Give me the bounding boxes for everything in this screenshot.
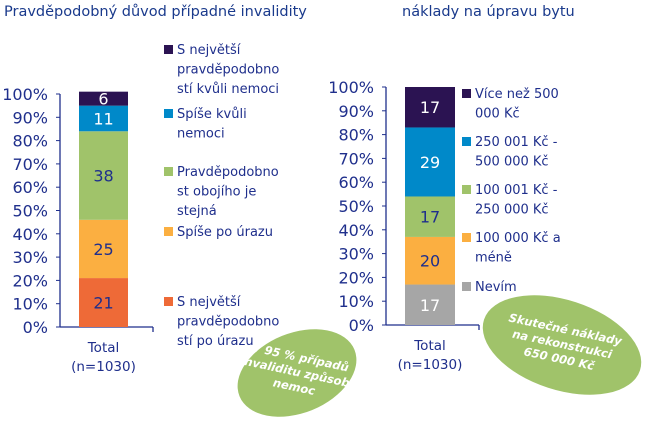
annotation-ellipse [237, 329, 357, 417]
legend-label: pravděpodobno [177, 63, 279, 78]
y-tick-label: 100% [2, 85, 48, 104]
legend-swatch [164, 227, 173, 236]
legend-label: Více než 500 [475, 87, 559, 102]
y-tick-label: 0% [349, 316, 374, 335]
legend-label: 000 Kč [475, 107, 520, 122]
chart-title-left: Pravděpodobný důvod případné invalidity [4, 4, 307, 20]
x-tick-label: (n=1030) [71, 359, 136, 375]
legend-label: S největší [177, 43, 241, 58]
y-tick-label: 80% [338, 126, 374, 145]
legend-label: st obojího je [177, 185, 256, 200]
legend-label: Spíše po úrazu [177, 225, 273, 240]
bar-segment [405, 87, 455, 128]
y-tick-label: 60% [12, 178, 48, 197]
y-tick-label: 40% [12, 225, 48, 244]
y-tick-label: 30% [12, 248, 48, 267]
bar-segment [79, 91, 128, 106]
x-tick-label: Total [413, 338, 446, 354]
bar-segment [79, 278, 128, 327]
legend-swatch [462, 282, 471, 291]
legend-label: 100 001 Kč - [475, 183, 558, 198]
x-tick-label: Total [87, 340, 120, 356]
legend-label: stí kvůli nemoci [177, 82, 279, 97]
legend-swatch [164, 167, 173, 176]
bar-segment [79, 219, 128, 279]
legend-swatch [164, 109, 173, 118]
x-tick-label: (n=1030) [398, 357, 463, 373]
legend-label: 100 000 Kč a [475, 231, 561, 246]
legend-swatch [462, 89, 471, 98]
data-label: 17 [420, 296, 440, 315]
data-label: 6 [98, 90, 108, 109]
y-tick-label: 20% [12, 271, 48, 290]
data-label: 17 [420, 208, 440, 227]
y-tick-label: 50% [338, 197, 374, 216]
legend-label: Spíše kvůli [177, 107, 247, 122]
y-tick-label: 90% [12, 108, 48, 127]
data-label: 21 [93, 294, 113, 313]
legend-label: nemoci [177, 127, 225, 142]
legend-swatch [462, 137, 471, 146]
legend-label: méně [475, 251, 512, 266]
legend-label: S největší [177, 295, 241, 310]
y-tick-label: 70% [338, 149, 374, 168]
y-tick-label: 50% [12, 202, 48, 221]
y-tick-label: 0% [23, 318, 48, 337]
legend-label: 250 000 Kč [475, 203, 549, 218]
chart-title-right: náklady na úpravu bytu [402, 4, 575, 20]
legend-label: pravděpodobno [177, 315, 279, 330]
y-tick-label: 80% [12, 132, 48, 151]
data-label: 29 [420, 153, 440, 172]
data-label: 38 [93, 167, 113, 186]
bar-segment [79, 131, 128, 220]
y-tick-label: 10% [338, 292, 374, 311]
legend-swatch [462, 185, 471, 194]
y-tick-label: 40% [338, 221, 374, 240]
y-tick-label: 20% [338, 268, 374, 287]
y-tick-label: 10% [12, 295, 48, 314]
data-label: 20 [420, 252, 440, 271]
y-tick-label: 60% [338, 173, 374, 192]
legend-label: stí po úrazu [177, 334, 254, 349]
legend-label: Pravděpodobno [177, 165, 279, 180]
bar-segment [405, 284, 455, 325]
legend-label: 500 000 Kč [475, 155, 549, 170]
legend-swatch [462, 233, 471, 242]
bar-segment [405, 127, 455, 197]
legend-label: Nevím [475, 280, 517, 295]
bar-segment [79, 105, 128, 132]
y-tick-label: 100% [328, 78, 374, 97]
data-label: 11 [93, 109, 113, 128]
data-label: 17 [420, 98, 440, 117]
legend-label: stejná [177, 204, 217, 219]
legend-swatch [164, 45, 173, 54]
bar-segment [405, 236, 455, 285]
legend-label: 250 001 Kč - [475, 135, 558, 150]
y-tick-label: 70% [12, 155, 48, 174]
y-tick-label: 90% [338, 102, 374, 121]
bar-segment [405, 196, 455, 237]
legend-swatch [164, 297, 173, 306]
y-tick-label: 30% [338, 245, 374, 264]
annotation-ellipse [482, 295, 642, 395]
data-label: 25 [93, 240, 113, 259]
